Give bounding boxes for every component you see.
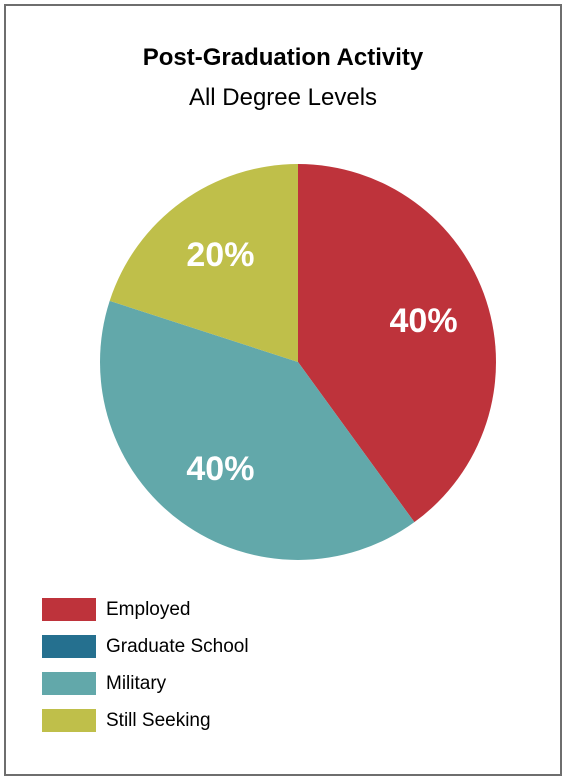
legend-swatch-graduate-school xyxy=(42,635,96,658)
chart-subtitle: All Degree Levels xyxy=(188,84,378,111)
legend-swatch-military xyxy=(42,672,96,695)
legend-label-graduate-school: Graduate School xyxy=(106,635,249,657)
legend-label-still-seeking: Still Seeking xyxy=(106,709,211,731)
legend-label-military: Military xyxy=(106,672,167,694)
legend-item-employed: Employed xyxy=(42,598,249,621)
legend-item-graduate-school: Graduate School xyxy=(42,635,249,658)
legend: Employed Graduate School Military Still … xyxy=(42,598,249,746)
legend-label-employed: Employed xyxy=(106,598,191,620)
legend-swatch-still-seeking xyxy=(42,709,96,732)
legend-item-still-seeking: Still Seeking xyxy=(42,709,249,732)
chart-title: Post-Graduation Activity xyxy=(142,44,424,71)
chart-frame: Post-Graduation Activity All Degree Leve… xyxy=(4,4,562,776)
legend-swatch-employed xyxy=(42,598,96,621)
legend-item-military: Military xyxy=(42,672,249,695)
